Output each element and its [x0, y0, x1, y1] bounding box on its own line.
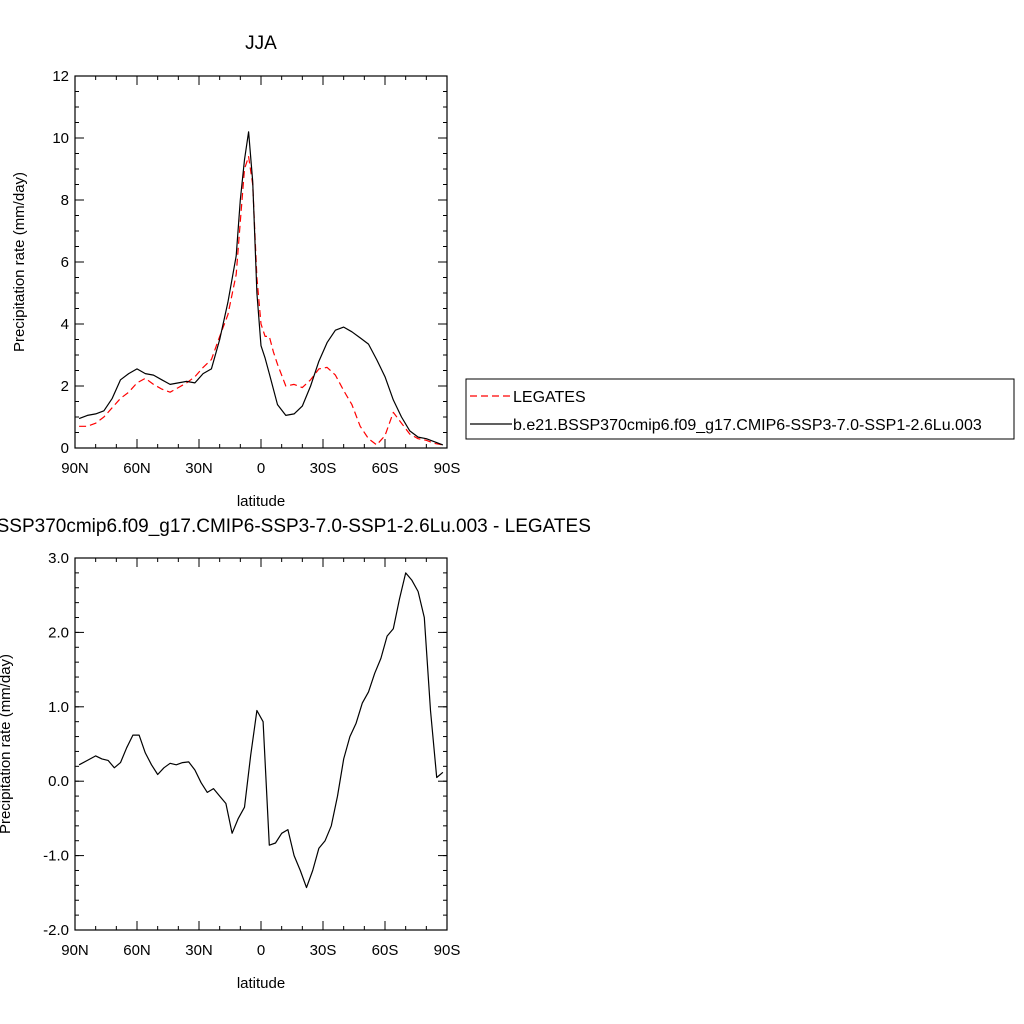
- x-tick-label: 0: [257, 942, 265, 959]
- legend: LEGATES b.e21.BSSP370cmip6.f09_g17.CMIP6…: [465, 378, 1015, 440]
- x-tick-label: 90N: [61, 942, 89, 959]
- top-x-axis-label: latitude: [237, 493, 285, 510]
- bottom-axis-ticks: 90N 60N 30N 0 30S 60S 90S -2.0 -1.0 0.0 1.0 2.0 3.0: [43, 550, 460, 959]
- legend-label-model: b.e21.BSSP370cmip6.f09_g17.CMIP6-SSP3-7.…: [513, 417, 982, 434]
- y-tick-label: 12: [52, 68, 69, 85]
- x-tick-label: 60S: [372, 460, 399, 477]
- bottom-plot-panel: b.e21.BSSP370cmip6.f09_g17.CMIP6-SSP3-7.…: [0, 516, 591, 992]
- x-tick-label: 30N: [185, 942, 213, 959]
- top-series-line-model: [78, 131, 444, 446]
- y-tick-label: 1.0: [48, 699, 69, 716]
- x-tick-label: 60N: [123, 460, 151, 477]
- top-axis-ticks: 90N 60N 30N 0 30S 60S 90S 0 2 4 6 8 10 12: [52, 68, 460, 477]
- bottom-plot-series: [78, 572, 444, 889]
- top-plot-title: JJA: [245, 33, 277, 54]
- x-tick-label: 30S: [310, 942, 337, 959]
- bottom-y-axis-label: Precipitation rate (mm/day): [0, 654, 14, 834]
- y-tick-label: 8: [61, 192, 69, 209]
- top-plot-frame: [74, 75, 448, 449]
- y-tick-label: 2: [61, 378, 69, 395]
- bottom-plot-frame: [74, 557, 448, 931]
- bottom-x-axis-label: latitude: [237, 975, 285, 992]
- y-tick-label: -1.0: [43, 848, 69, 865]
- top-plot-panel: JJA 90N 60N 30N 0 30S 60S 90S 0 2 4 6 8 10 12 latitud…: [11, 33, 460, 510]
- x-tick-label: 90N: [61, 460, 89, 477]
- y-tick-label: -2.0: [43, 922, 69, 939]
- x-tick-label: 0: [257, 460, 265, 477]
- y-tick-label: 4: [61, 316, 69, 333]
- x-tick-label: 60N: [123, 942, 151, 959]
- x-tick-label: 30S: [310, 460, 337, 477]
- x-tick-label: 90S: [434, 942, 461, 959]
- y-tick-label: 10: [52, 130, 69, 147]
- x-tick-label: 90S: [434, 460, 461, 477]
- top-series-line-legates: [79, 156, 444, 446]
- y-tick-label: 2.0: [48, 624, 69, 641]
- x-tick-label: 60S: [372, 942, 399, 959]
- top-y-axis-label: Precipitation rate (mm/day): [11, 172, 28, 352]
- bottom-series-line-model: [78, 572, 444, 889]
- x-tick-label: 30N: [185, 460, 213, 477]
- legend-label-legates: LEGATES: [513, 389, 586, 406]
- y-tick-label: 0: [61, 440, 69, 457]
- top-plot-series: [78, 131, 444, 446]
- y-tick-label: 6: [61, 254, 69, 271]
- bottom-plot-title: b.e21.BSSP370cmip6.f09_g17.CMIP6-SSP3-7.…: [0, 516, 591, 537]
- y-tick-label: 3.0: [48, 550, 69, 567]
- y-tick-label: 0.0: [48, 773, 69, 790]
- legend-box: [465, 378, 1015, 440]
